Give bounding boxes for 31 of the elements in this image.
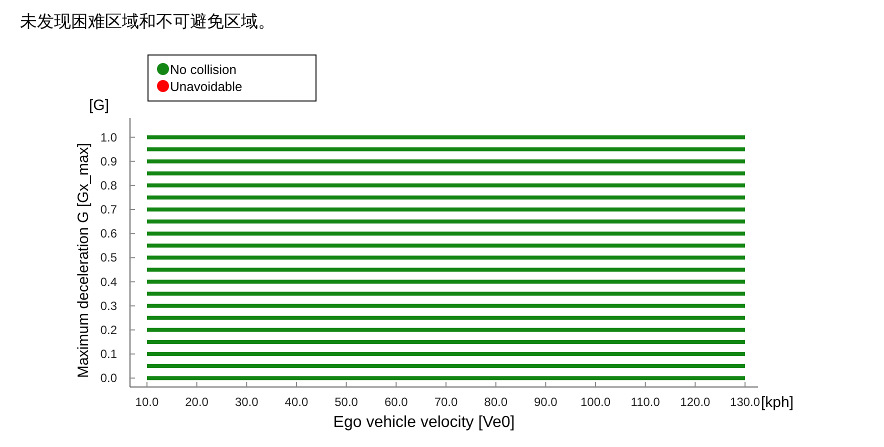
x-tick-label: 120.0 [680,395,711,409]
y-tick-label: 0.9 [100,154,118,168]
x-tick-label: 60.0 [384,395,408,409]
x-tick-label: 100.0 [580,395,611,409]
x-tick-label: 90.0 [534,395,558,409]
y-tick-label: 0.5 [100,250,118,265]
x-tick-label: 110.0 [630,395,660,409]
x-tick-label: 40.0 [284,395,308,409]
x-tick-label: 80.0 [484,395,508,409]
y-tick-label: 0.3 [100,298,118,313]
x-tick-label: 30.0 [234,395,259,409]
x-tick-label: 10.0 [135,395,159,409]
y-tick-label: 0.6 [100,226,118,241]
y-tick-label: 0.7 [100,202,118,217]
y-axis-title: Maximum deceleration G [Gx_max] [75,142,92,378]
x-tick-label: 130.0 [730,395,760,409]
y-tick-label: 0.2 [100,322,118,337]
y-tick-label: 0.8 [100,178,118,192]
y-tick-label: 0.4 [100,274,118,289]
x-tick-label: 50.0 [334,395,358,409]
text: [G] [89,97,110,114]
chart-title: 未发现困难区域和不可避免区域。 [20,12,275,31]
legend-label: Unavoidable [170,79,242,94]
text: [kph] [761,394,794,411]
y-tick-label: 1.0 [100,130,118,144]
y-tick-label: 0.1 [100,347,118,362]
x-tick-label: 20.0 [185,395,209,409]
legend-label: No collision [170,62,236,77]
y-tick-label: 0.0 [100,371,118,386]
x-axis-title: Ego vehicle velocity [Ve0] [333,414,515,431]
x-tick-label: 70.0 [434,395,458,409]
